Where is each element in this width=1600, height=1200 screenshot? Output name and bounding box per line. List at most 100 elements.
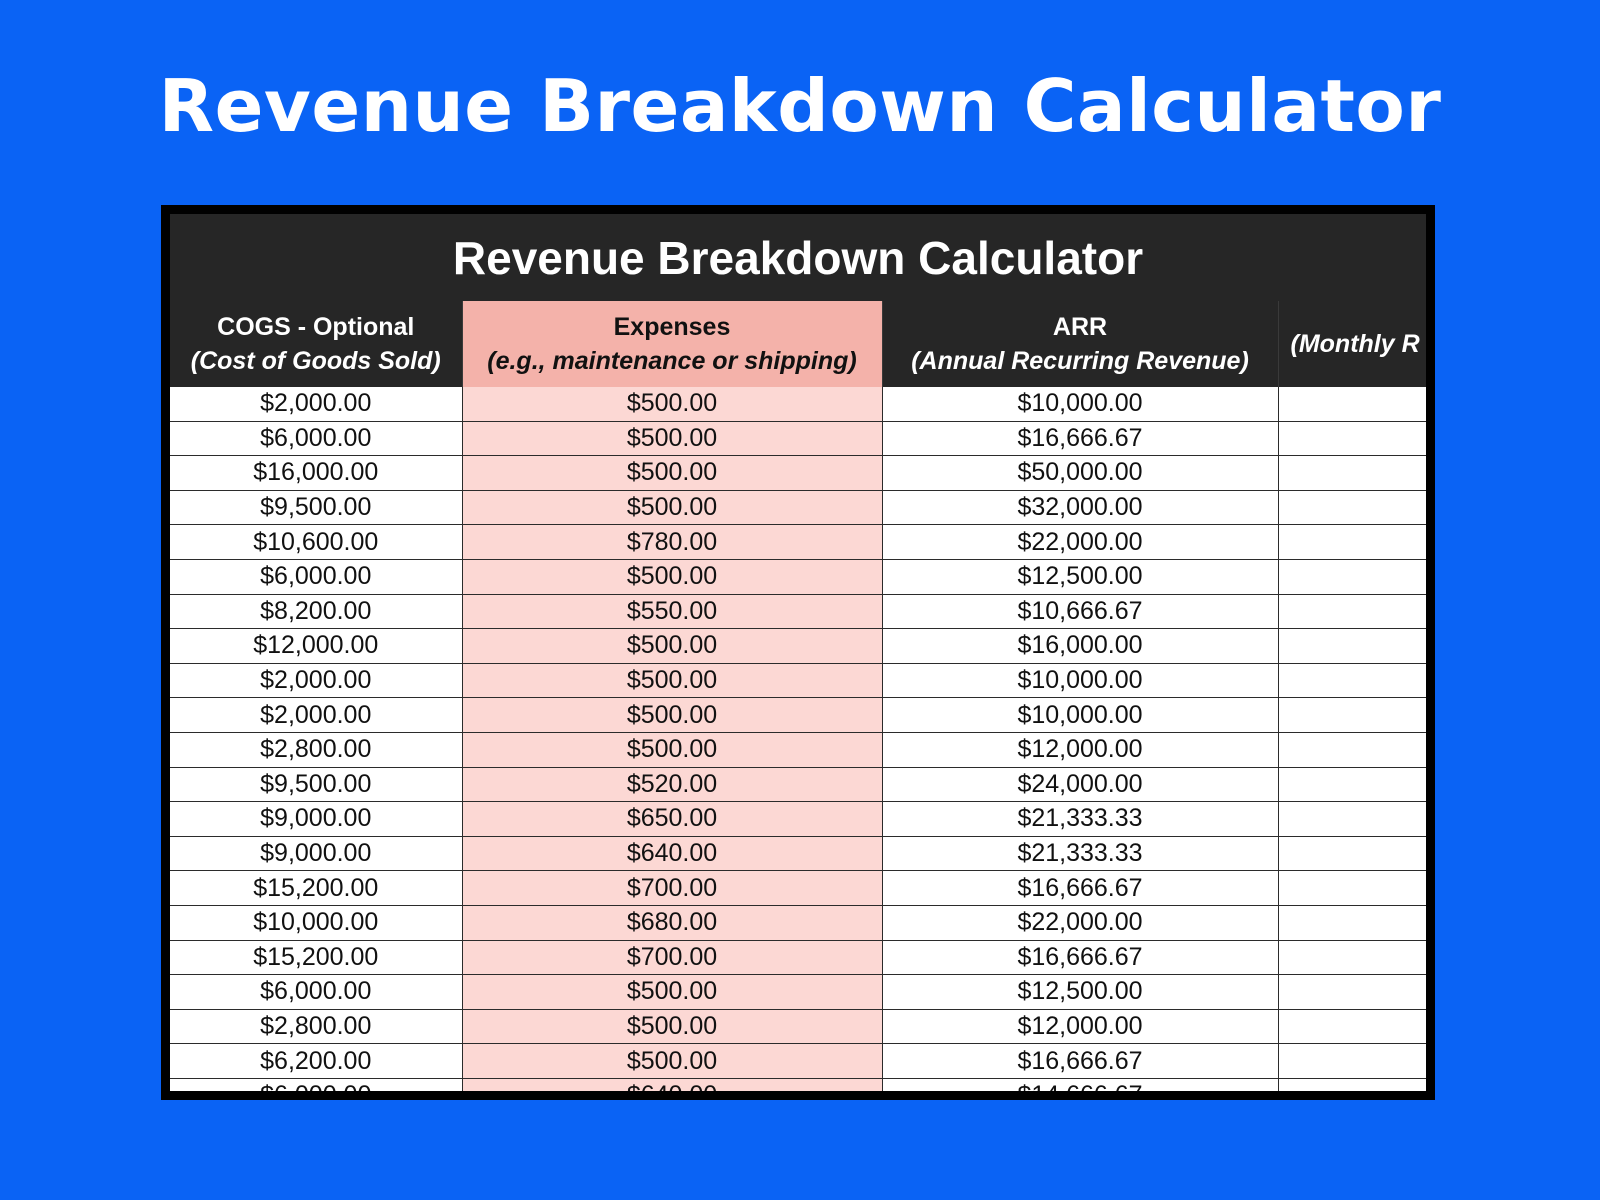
cell-monthly[interactable] <box>1278 628 1426 664</box>
cell-cogs[interactable]: $8,200.00 <box>170 594 463 630</box>
cell-cogs[interactable]: $9,500.00 <box>170 490 463 526</box>
cell-arr[interactable]: $12,500.00 <box>882 559 1279 595</box>
table-row: $16,000.00 $500.00 $50,000.00 <box>170 455 1426 491</box>
cell-monthly[interactable] <box>1278 455 1426 491</box>
cell-cogs[interactable]: $16,000.00 <box>170 455 463 491</box>
cell-cogs[interactable]: $12,000.00 <box>170 628 463 664</box>
cell-arr[interactable]: $12,000.00 <box>882 732 1279 768</box>
cell-expenses[interactable]: $550.00 <box>462 594 883 630</box>
table-row: $12,000.00 $500.00 $16,000.00 <box>170 628 1426 664</box>
cell-monthly[interactable] <box>1278 870 1426 906</box>
cell-arr[interactable]: $50,000.00 <box>882 455 1279 491</box>
cell-cogs[interactable]: $6,000.00 <box>170 1078 463 1091</box>
cell-arr[interactable]: $22,000.00 <box>882 524 1279 560</box>
cell-arr[interactable]: $10,666.67 <box>882 594 1279 630</box>
table-row: $15,200.00 $700.00 $16,666.67 <box>170 870 1426 906</box>
cell-monthly[interactable] <box>1278 1078 1426 1091</box>
column-header-cogs[interactable]: COGS - Optional (Cost of Goods Sold) <box>170 301 463 387</box>
cell-expenses[interactable]: $500.00 <box>462 732 883 768</box>
cell-monthly[interactable] <box>1278 732 1426 768</box>
cell-expenses[interactable]: $500.00 <box>462 387 883 422</box>
cell-monthly[interactable] <box>1278 387 1426 422</box>
cell-expenses[interactable]: $700.00 <box>462 870 883 906</box>
table-row: $6,000.00 $500.00 $16,666.67 <box>170 421 1426 457</box>
cell-expenses[interactable]: $640.00 <box>462 1078 883 1091</box>
cell-expenses[interactable]: $500.00 <box>462 974 883 1010</box>
column-header-arr[interactable]: ARR (Annual Recurring Revenue) <box>882 301 1279 387</box>
cell-expenses[interactable]: $700.00 <box>462 940 883 976</box>
cell-arr[interactable]: $21,333.33 <box>882 801 1279 837</box>
cell-arr[interactable]: $10,000.00 <box>882 697 1279 733</box>
cell-expenses[interactable]: $500.00 <box>462 663 883 699</box>
cell-expenses[interactable]: $780.00 <box>462 524 883 560</box>
cell-expenses[interactable]: $500.00 <box>462 559 883 595</box>
cell-arr[interactable]: $21,333.33 <box>882 836 1279 872</box>
cell-expenses[interactable]: $500.00 <box>462 421 883 457</box>
table-row: $2,800.00 $500.00 $12,000.00 <box>170 732 1426 768</box>
cell-cogs[interactable]: $6,200.00 <box>170 1043 463 1079</box>
cell-expenses[interactable]: $650.00 <box>462 801 883 837</box>
cell-monthly[interactable] <box>1278 559 1426 595</box>
column-header-label: COGS - Optional <box>217 313 415 341</box>
table-row: $15,200.00 $700.00 $16,666.67 <box>170 940 1426 976</box>
cell-expenses[interactable]: $680.00 <box>462 905 883 941</box>
cell-monthly[interactable] <box>1278 801 1426 837</box>
cell-monthly[interactable] <box>1278 663 1426 699</box>
cell-expenses[interactable]: $500.00 <box>462 1009 883 1045</box>
cell-cogs[interactable]: $9,500.00 <box>170 767 463 803</box>
cell-expenses[interactable]: $500.00 <box>462 455 883 491</box>
cell-cogs[interactable]: $2,000.00 <box>170 697 463 733</box>
cell-expenses[interactable]: $500.00 <box>462 628 883 664</box>
cell-cogs[interactable]: $9,000.00 <box>170 801 463 837</box>
cell-expenses[interactable]: $500.00 <box>462 1043 883 1079</box>
cell-arr[interactable]: $10,000.00 <box>882 663 1279 699</box>
cell-cogs[interactable]: $2,000.00 <box>170 387 463 422</box>
cell-cogs[interactable]: $6,000.00 <box>170 974 463 1010</box>
cell-cogs[interactable]: $10,600.00 <box>170 524 463 560</box>
cell-cogs[interactable]: $6,000.00 <box>170 559 463 595</box>
table-row: $9,000.00 $650.00 $21,333.33 <box>170 801 1426 837</box>
cell-cogs[interactable]: $2,800.00 <box>170 732 463 768</box>
column-header-label: Expenses <box>613 313 731 341</box>
table-row: $2,000.00 $500.00 $10,000.00 <box>170 663 1426 699</box>
cell-monthly[interactable] <box>1278 421 1426 457</box>
column-header-sublabel: (Monthly R <box>1290 330 1420 358</box>
cell-arr[interactable]: $16,000.00 <box>882 628 1279 664</box>
cell-arr[interactable]: $16,666.67 <box>882 421 1279 457</box>
cell-cogs[interactable]: $10,000.00 <box>170 905 463 941</box>
table-row: $6,000.00 $500.00 $12,500.00 <box>170 974 1426 1010</box>
cell-arr[interactable]: $24,000.00 <box>882 767 1279 803</box>
column-header-monthly[interactable]: (Monthly R <box>1278 301 1426 387</box>
cell-arr[interactable]: $12,500.00 <box>882 974 1279 1010</box>
cell-monthly[interactable] <box>1278 940 1426 976</box>
cell-expenses[interactable]: $500.00 <box>462 490 883 526</box>
cell-arr[interactable]: $32,000.00 <box>882 490 1279 526</box>
cell-cogs[interactable]: $9,000.00 <box>170 836 463 872</box>
cell-cogs[interactable]: $6,000.00 <box>170 421 463 457</box>
cell-expenses[interactable]: $500.00 <box>462 697 883 733</box>
cell-monthly[interactable] <box>1278 594 1426 630</box>
cell-arr[interactable]: $14,666.67 <box>882 1078 1279 1091</box>
cell-monthly[interactable] <box>1278 767 1426 803</box>
column-header-expenses[interactable]: Expenses (e.g., maintenance or shipping) <box>462 301 883 387</box>
cell-monthly[interactable] <box>1278 836 1426 872</box>
cell-monthly[interactable] <box>1278 524 1426 560</box>
cell-expenses[interactable]: $640.00 <box>462 836 883 872</box>
cell-monthly[interactable] <box>1278 1043 1426 1079</box>
cell-arr[interactable]: $10,000.00 <box>882 387 1279 422</box>
cell-expenses[interactable]: $520.00 <box>462 767 883 803</box>
cell-cogs[interactable]: $2,800.00 <box>170 1009 463 1045</box>
cell-arr[interactable]: $16,666.67 <box>882 870 1279 906</box>
cell-cogs[interactable]: $2,000.00 <box>170 663 463 699</box>
cell-arr[interactable]: $16,666.67 <box>882 1043 1279 1079</box>
cell-monthly[interactable] <box>1278 1009 1426 1045</box>
cell-monthly[interactable] <box>1278 490 1426 526</box>
cell-monthly[interactable] <box>1278 905 1426 941</box>
cell-cogs[interactable]: $15,200.00 <box>170 940 463 976</box>
cell-monthly[interactable] <box>1278 697 1426 733</box>
cell-monthly[interactable] <box>1278 974 1426 1010</box>
cell-arr[interactable]: $16,666.67 <box>882 940 1279 976</box>
cell-arr[interactable]: $22,000.00 <box>882 905 1279 941</box>
cell-cogs[interactable]: $15,200.00 <box>170 870 463 906</box>
cell-arr[interactable]: $12,000.00 <box>882 1009 1279 1045</box>
